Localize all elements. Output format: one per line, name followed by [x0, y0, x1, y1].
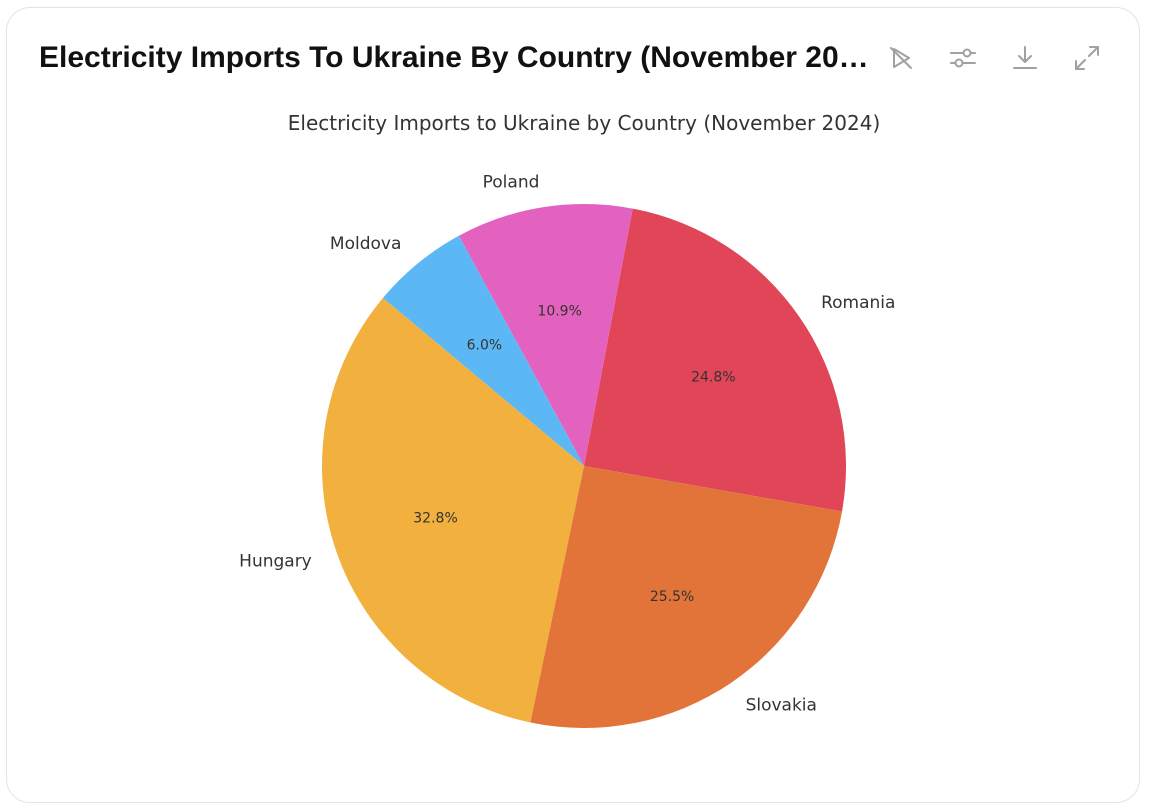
pie-slice-hungary: [322, 298, 584, 723]
chart-title: Electricity Imports to Ukraine by Countr…: [288, 111, 881, 135]
pie-percent-label-poland: 10.9%: [537, 304, 581, 320]
pie-category-label-romania: Romania: [821, 293, 895, 313]
sliders-icon: [950, 48, 976, 68]
expand-button[interactable]: [1067, 38, 1107, 78]
pie-labels: 24.8% Romania 10.9% Poland 6.0% Moldova 32.8% H…: [239, 172, 895, 715]
pie-category-label-moldova: Moldova: [330, 234, 401, 254]
settings-button[interactable]: [943, 38, 983, 78]
pie-percent-label-romania: 24.8%: [691, 370, 735, 386]
pie-category-label-poland: Poland: [483, 172, 540, 192]
pie-category-label-hungary: Hungary: [239, 552, 312, 572]
hide-chart-button[interactable]: [881, 38, 921, 78]
pie-slice-poland: [458, 204, 633, 467]
download-icon: [1013, 46, 1037, 69]
chart-toolbar: [881, 38, 1107, 78]
chart-off-icon: [890, 47, 912, 69]
pie-category-label-slovakia: Slovakia: [746, 696, 817, 716]
pie-slice-romania: [584, 208, 846, 512]
pie-slices: [322, 204, 846, 729]
download-button[interactable]: [1005, 38, 1045, 78]
pie-slice-slovakia: [530, 466, 843, 729]
pie-slice-moldova: [382, 235, 584, 466]
pie-percent-label-moldova: 6.0%: [467, 337, 503, 353]
pie-percent-label-hungary: 32.8%: [413, 511, 457, 527]
expand-icon: [1075, 46, 1099, 70]
pie-percent-label-slovakia: 25.5%: [650, 589, 694, 605]
